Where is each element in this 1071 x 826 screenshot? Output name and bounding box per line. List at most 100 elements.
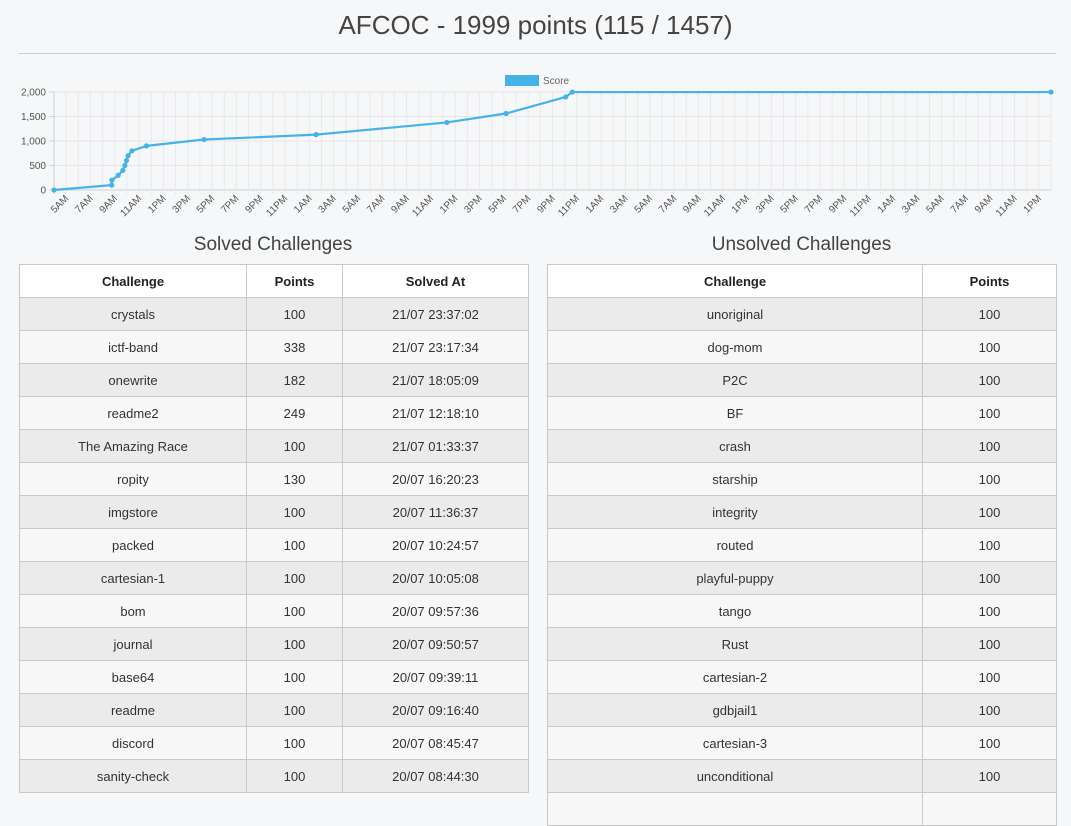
table-row: unconditional 100 [547, 759, 1057, 793]
unsolved-section-title: Unsolved Challenges [711, 234, 892, 255]
unsolved-cell: 100 [922, 660, 1057, 694]
table-row: ictf-band 338 21/07 23:17:34 [19, 330, 529, 364]
unsolved-cell: P2C [547, 363, 923, 397]
x-tick-label: 1PM [438, 193, 460, 215]
unsolved-cell: 100 [922, 363, 1057, 397]
x-tick-label: 9PM [243, 193, 265, 215]
table-row: readme2 249 21/07 12:18:10 [19, 396, 529, 430]
unsolved-cell [922, 792, 1057, 826]
unsolved-cell: cartesian-3 [547, 726, 923, 760]
x-tick-label: 9AM [973, 193, 995, 215]
x-tick-label: 3AM [316, 193, 338, 215]
solved-cell: onewrite [19, 363, 247, 397]
x-tick-label: 9PM [827, 193, 849, 215]
score-point [51, 187, 57, 193]
solved-cell: 20/07 09:50:57 [342, 627, 529, 661]
solved-cell: 100 [246, 561, 343, 595]
solved-cell: readme2 [19, 396, 247, 430]
unsolved-challenges-table: Challenge Points unoriginal 100 dog-mom 100 P… [547, 264, 1057, 826]
score-point [125, 153, 131, 159]
x-tick-label: 7AM [365, 193, 387, 215]
score-point [115, 172, 121, 178]
table-row: Rust 100 [547, 627, 1057, 661]
x-tick-label: 1PM [146, 193, 168, 215]
solved-cell: readme [19, 693, 247, 727]
x-tick-label: 5PM [195, 193, 217, 215]
solved-cell: ropity [19, 462, 247, 496]
table-row: integrity 100 [547, 495, 1057, 529]
solved-cell: discord [19, 726, 247, 760]
unsolved-cell: 100 [922, 561, 1057, 595]
unsolved-cell: 100 [922, 396, 1057, 430]
solved-cell: crystals [19, 297, 247, 331]
score-point [123, 158, 130, 164]
unsolved-cell: 100 [922, 429, 1057, 463]
score-point [120, 167, 126, 173]
solved-cell: 20/07 10:05:08 [342, 561, 529, 595]
unsolved-cell: 100 [922, 528, 1057, 562]
solved-cell: 20/07 10:24:57 [342, 528, 529, 562]
solved-cell: cartesian-1 [19, 561, 247, 595]
solved-cell: sanity-check [19, 759, 247, 793]
unsolved-cell: unoriginal [547, 297, 923, 331]
solved-cell: packed [19, 528, 247, 562]
unsolved-cell: routed [547, 528, 923, 562]
solved-cell: 182 [246, 363, 343, 397]
x-tick-label: 7PM [219, 193, 241, 215]
unsolved-cell: 100 [922, 759, 1057, 793]
legend-swatch [505, 75, 539, 86]
unsolved-cell: crash [547, 429, 923, 463]
table-row: journal 100 20/07 09:50:57 [19, 627, 529, 661]
solved-cell: imgstore [19, 495, 247, 529]
title-divider [19, 53, 1056, 54]
table-row: cartesian-3 100 [547, 726, 1057, 760]
x-tick-label: 11AM [410, 193, 436, 219]
table-row: base64 100 20/07 09:39:11 [19, 660, 529, 694]
unsolved-cell: 100 [922, 627, 1057, 661]
score-point [444, 119, 450, 126]
table-row: unoriginal 100 [547, 297, 1057, 331]
unsolved-header-1: Points [922, 264, 1057, 298]
solved-header-2: Solved At [342, 264, 529, 298]
unsolved-cell: BF [547, 396, 923, 430]
x-tick-label: 1AM [584, 193, 606, 215]
page-title: AFCOC - 1999 points (115 / 1457) [338, 10, 733, 40]
table-row: cartesian-2 100 [547, 660, 1057, 694]
solved-cell: 100 [246, 660, 343, 694]
solved-cell: 20/07 09:57:36 [342, 594, 529, 628]
unsolved-cell: 100 [922, 297, 1057, 331]
solved-cell: 100 [246, 759, 343, 793]
solved-cell: 20/07 16:20:23 [342, 462, 529, 496]
table-row: packed 100 20/07 10:24:57 [19, 528, 529, 562]
x-tick-label: 5AM [924, 193, 946, 215]
table-row: onewrite 182 21/07 18:05:09 [19, 363, 529, 397]
solved-cell: 20/07 08:44:30 [342, 759, 529, 793]
solved-cell: 130 [246, 462, 343, 496]
table-row [547, 792, 1057, 826]
x-tick-label: 7PM [803, 193, 825, 215]
table-row: imgstore 100 20/07 11:36:37 [19, 495, 529, 529]
x-tick-label: 7AM [949, 193, 971, 215]
table-row: dog-mom 100 [547, 330, 1057, 364]
solved-cell: 100 [246, 297, 343, 331]
x-tick-label: 3PM [171, 193, 193, 215]
unsolved-cell: 100 [922, 462, 1057, 496]
unsolved-cell [547, 792, 923, 826]
score-point [109, 182, 115, 188]
solved-cell: journal [19, 627, 247, 661]
x-tick-label: 3PM [462, 193, 484, 215]
x-tick-label: 5AM [49, 193, 71, 215]
x-tick-label: 7PM [511, 193, 533, 215]
table-row: discord 100 20/07 08:45:47 [19, 726, 529, 760]
x-tick-label: 11PM [264, 193, 290, 219]
x-tick-label: 11PM [848, 193, 874, 219]
x-tick-label: 9AM [681, 193, 703, 215]
solved-cell: 20/07 09:39:11 [342, 660, 529, 694]
x-tick-label: 11AM [994, 193, 1020, 219]
unsolved-cell: 100 [922, 594, 1057, 628]
unsolved-cell: 100 [922, 495, 1057, 529]
solved-cell: 249 [246, 396, 343, 430]
solved-cell: bom [19, 594, 247, 628]
x-tick-label: 7AM [657, 193, 679, 215]
